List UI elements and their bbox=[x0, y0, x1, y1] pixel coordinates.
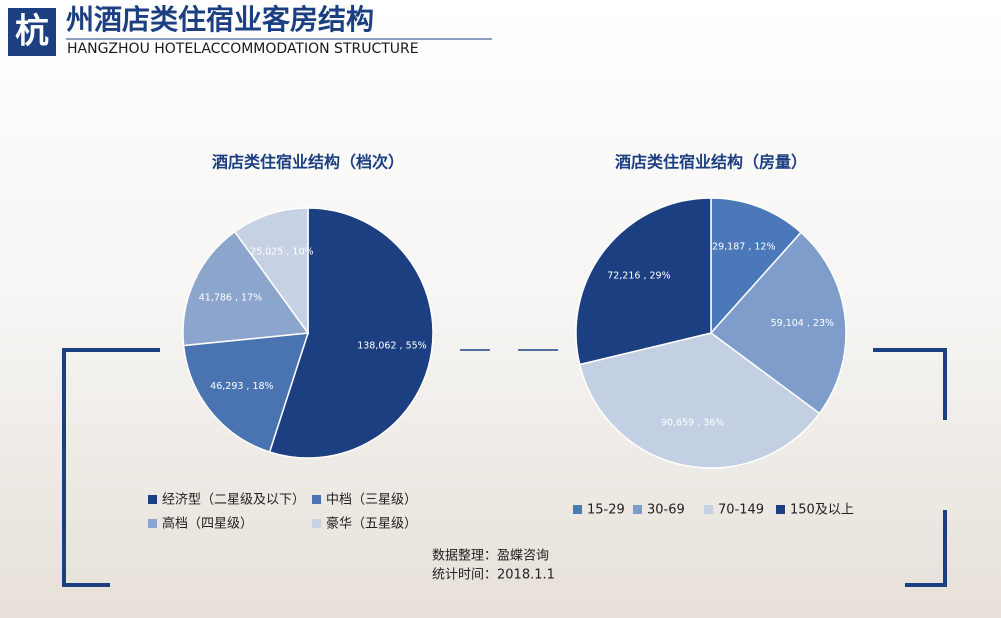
legend-label: 15-29 bbox=[587, 503, 625, 518]
source-line: 统计时间：2018.1.1 bbox=[432, 568, 555, 583]
pie-slice bbox=[578, 332, 821, 469]
slice-label: 25,025 , 10% bbox=[250, 247, 313, 258]
legend-swatch bbox=[312, 495, 321, 504]
legend-swatch bbox=[148, 495, 157, 504]
legend-swatch bbox=[633, 505, 642, 514]
legend-label: 中档（三星级） bbox=[326, 493, 417, 508]
source-line: 数据整理：盈蝶咨询 bbox=[432, 549, 549, 564]
legend-swatch bbox=[312, 519, 321, 528]
legend-label: 豪华（五星级） bbox=[326, 516, 417, 532]
subtitle: HANGZHOU HOTELACCOMMODATION STRUCTURE bbox=[67, 41, 419, 57]
legend-label: 高档（四星级） bbox=[162, 516, 253, 532]
title: 州酒店类住宿业客房结构 bbox=[66, 3, 374, 36]
badge-box bbox=[8, 8, 56, 56]
legend-label: 150及以上 bbox=[790, 503, 854, 518]
pie-slice bbox=[710, 197, 803, 335]
legend-swatch bbox=[148, 519, 157, 528]
frame bbox=[62, 348, 947, 587]
pie-slice bbox=[709, 231, 847, 415]
legend-label: 30-69 bbox=[647, 503, 685, 518]
chart-title: 酒店类住宿业结构（房量） bbox=[615, 153, 807, 172]
slice-label: 138,062 , 55% bbox=[357, 341, 426, 352]
slice-label: 59,104 , 23% bbox=[771, 318, 834, 329]
slice-label: 72,216 , 29% bbox=[607, 271, 670, 282]
legend-swatch bbox=[573, 505, 582, 514]
pie-slice bbox=[182, 230, 310, 347]
pie-slice bbox=[233, 207, 309, 336]
legend-label: 经济型（二星级及以下） bbox=[162, 493, 305, 508]
legend-label: 70-149 bbox=[718, 503, 764, 518]
chart-title: 酒店类住宿业结构（档次） bbox=[212, 153, 404, 172]
slice-label: 46,293 , 18% bbox=[210, 381, 273, 392]
pie-slice bbox=[182, 332, 310, 453]
legend-swatch bbox=[776, 505, 785, 514]
slice-label: 41,786 , 17% bbox=[199, 293, 262, 304]
pie-slice bbox=[268, 207, 434, 459]
legend-swatch bbox=[704, 505, 713, 514]
badge: 杭 bbox=[15, 12, 49, 52]
pie-slice bbox=[575, 197, 712, 366]
slice-label: 29,187 , 12% bbox=[712, 242, 775, 253]
slice-label: 90,659 , 36% bbox=[661, 417, 724, 428]
